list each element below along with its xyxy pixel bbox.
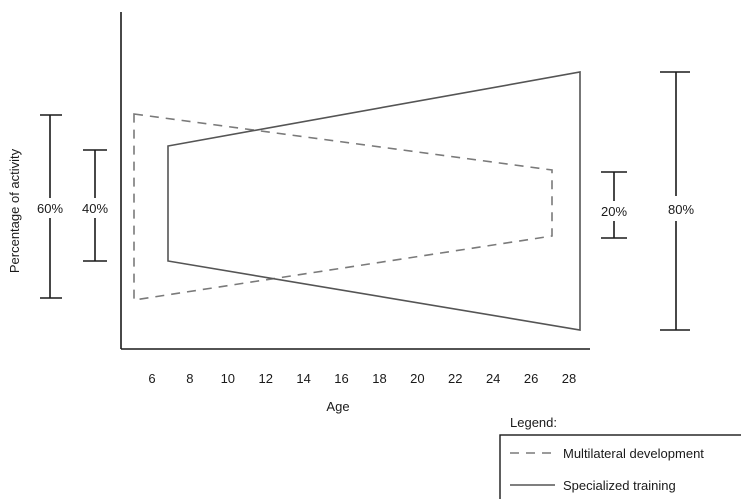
y-axis-label: Percentage of activity xyxy=(7,148,22,273)
specialized-training-shape xyxy=(167,71,581,331)
legend-box xyxy=(499,434,741,499)
span-label-left-outer: 60% xyxy=(37,201,63,216)
legend-label-specialized: Specialized training xyxy=(563,478,676,493)
x-tick-label: 14 xyxy=(296,371,310,386)
x-tick-label: 6 xyxy=(148,371,155,386)
x-tick-label: 10 xyxy=(221,371,235,386)
multilateral-development-shape xyxy=(133,113,553,301)
x-tick-label: 18 xyxy=(372,371,386,386)
x-tick-labels: 6 8 10 12 14 16 18 20 22 24 26 28 xyxy=(148,371,576,386)
x-tick-label: 16 xyxy=(334,371,348,386)
x-tick-label: 28 xyxy=(562,371,576,386)
span-label-left-inner: 40% xyxy=(82,201,108,216)
span-label-right-inner: 20% xyxy=(601,204,627,219)
x-tick-label: 8 xyxy=(186,371,193,386)
x-axis-label: Age xyxy=(326,399,349,414)
legend-title: Legend: xyxy=(510,415,557,430)
legend-label-multilateral: Multilateral development xyxy=(563,446,704,461)
span-label-right-outer: 80% xyxy=(668,202,694,217)
x-tick-label: 20 xyxy=(410,371,424,386)
x-tick-label: 22 xyxy=(448,371,462,386)
x-tick-label: 12 xyxy=(258,371,272,386)
x-tick-label: 26 xyxy=(524,371,538,386)
x-tick-label: 24 xyxy=(486,371,500,386)
